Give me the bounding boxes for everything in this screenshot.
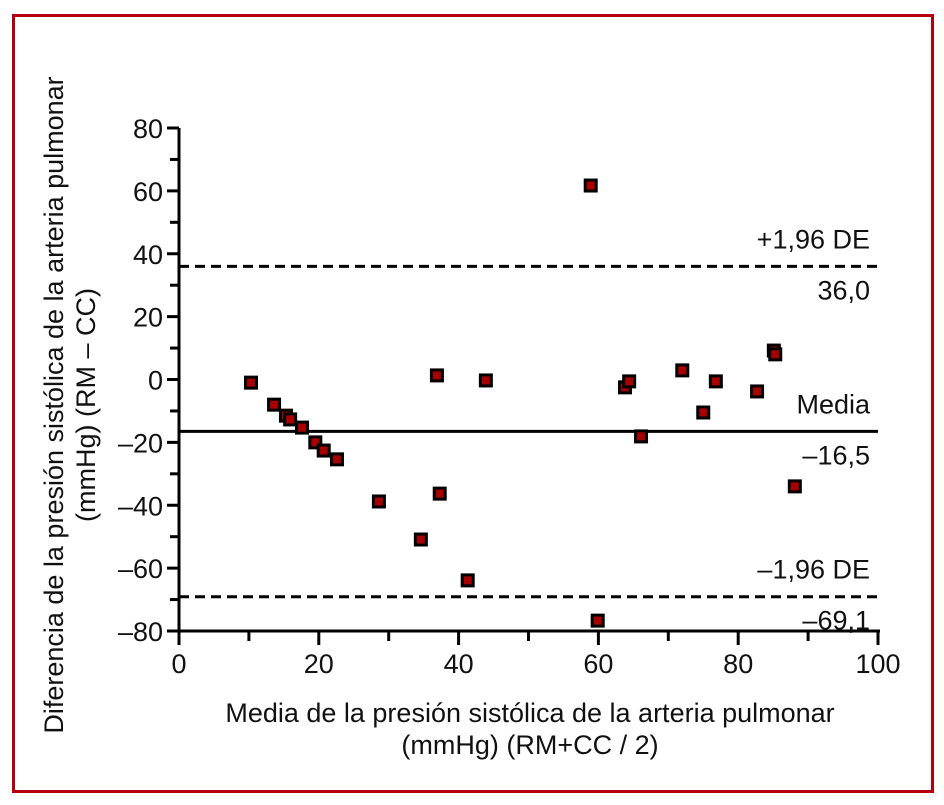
x-tick-label: 100	[855, 649, 900, 679]
y-tick-label: –80	[118, 617, 163, 647]
x-tick-label: 40	[444, 649, 474, 679]
x-tick-label: 20	[304, 649, 334, 679]
data-point	[583, 178, 598, 193]
lower-limit-label: –1,96 DE	[757, 555, 870, 585]
data-point	[750, 384, 765, 399]
data-point	[675, 363, 690, 378]
y-tick-label: 0	[148, 366, 163, 396]
x-tick-labels: 0 20 40 60 80 100	[171, 649, 900, 679]
y-tick-labels: 80 60 40 20 0 –20 –40 –60 –80	[118, 114, 163, 647]
lower-limit-value: –69,1	[802, 606, 870, 636]
data-point	[413, 532, 428, 547]
y-tick-label: 20	[133, 303, 163, 333]
data-point	[329, 452, 344, 467]
mean-label: Media	[796, 389, 871, 419]
data-point	[460, 573, 475, 588]
upper-limit-value: 36,0	[817, 275, 870, 305]
x-axis-title-line1: Media de la presión sistólica de la arte…	[225, 698, 834, 728]
data-point	[267, 397, 282, 412]
data-point	[243, 375, 258, 390]
x-axis-title-line2: (mmHg) (RM+CC / 2)	[401, 730, 658, 760]
x-tick-label: 60	[583, 649, 613, 679]
y-tick-label: –40	[118, 491, 163, 521]
y-tick-label: 80	[133, 114, 163, 144]
data-point	[622, 374, 637, 389]
data-point	[295, 420, 310, 435]
data-point	[768, 347, 783, 362]
reference-lines: +1,96 DE 36,0 Media –16,5 –1,96 DE –69,1	[179, 224, 878, 636]
axes	[167, 126, 880, 645]
y-tick-label: 60	[133, 177, 163, 207]
data-point	[283, 412, 298, 427]
y-tick-label: –20	[118, 428, 163, 458]
data-point	[308, 435, 323, 450]
y-axis-title-line2: (mmHg) (RM – CC)	[71, 288, 101, 522]
y-axis-title-line1: Diferencia de la presión sistólica de la…	[39, 76, 69, 733]
data-point	[371, 494, 386, 509]
data-point	[634, 429, 649, 444]
mean-value: –16,5	[802, 440, 870, 470]
data-point	[316, 443, 331, 458]
upper-limit-label: +1,96 DE	[757, 224, 870, 254]
data-point	[432, 486, 447, 501]
data-point	[429, 368, 444, 383]
y-tick-label: –60	[118, 554, 163, 584]
x-tick-label: 0	[171, 649, 186, 679]
x-tick-label: 80	[723, 649, 753, 679]
data-point	[696, 405, 711, 420]
data-point	[478, 373, 493, 388]
y-tick-label: 40	[133, 240, 163, 270]
data-point	[787, 479, 802, 494]
data-points	[243, 178, 802, 628]
data-point	[708, 374, 723, 389]
data-point	[590, 613, 605, 628]
figure-frame	[12, 14, 934, 793]
